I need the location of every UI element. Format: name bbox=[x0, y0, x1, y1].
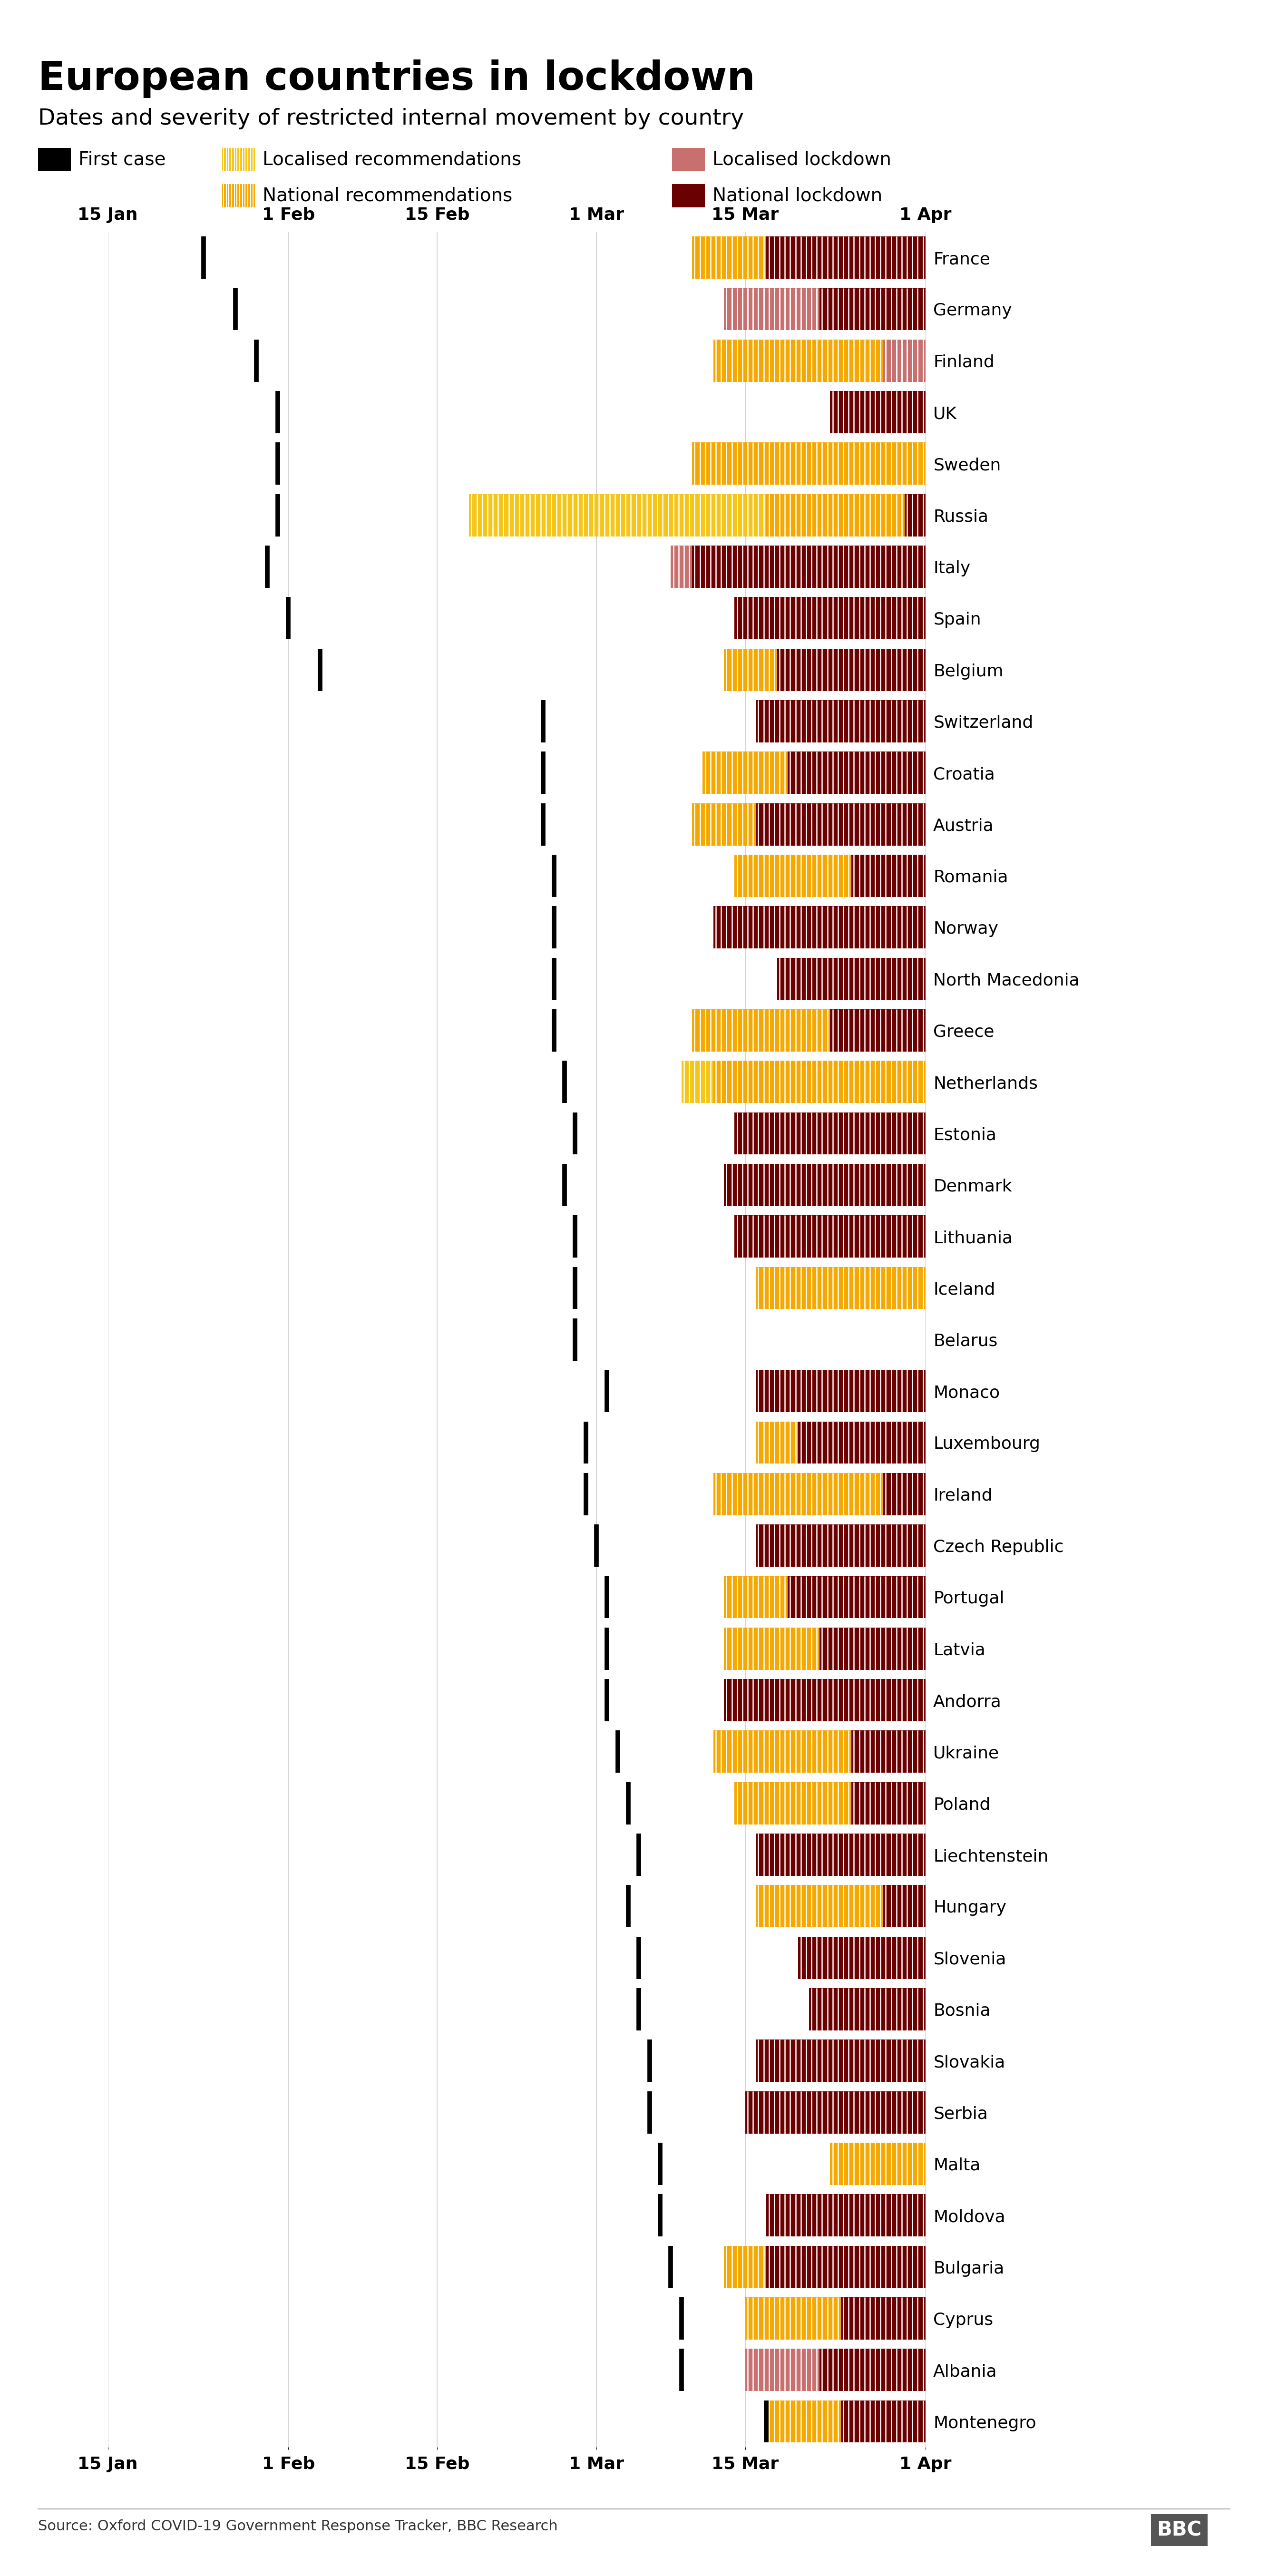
Bar bbox=[766, 237, 926, 278]
Bar bbox=[851, 1731, 926, 1772]
Bar bbox=[798, 1937, 926, 1978]
Bar bbox=[713, 1061, 926, 1103]
Bar bbox=[724, 289, 819, 330]
Bar bbox=[702, 752, 787, 793]
Bar bbox=[692, 443, 926, 484]
Bar bbox=[692, 1010, 831, 1051]
Bar bbox=[724, 2246, 766, 2287]
Bar bbox=[787, 1577, 926, 1618]
Text: National recommendations: National recommendations bbox=[262, 185, 512, 206]
Bar bbox=[798, 1422, 926, 1463]
Bar bbox=[692, 546, 926, 587]
Bar bbox=[746, 2092, 926, 2133]
Bar bbox=[724, 649, 777, 690]
Bar bbox=[766, 2401, 841, 2442]
Text: Localised lockdown: Localised lockdown bbox=[713, 149, 891, 170]
Bar bbox=[766, 2246, 926, 2287]
Bar bbox=[756, 1525, 926, 1566]
Bar bbox=[756, 1370, 926, 1412]
Bar bbox=[756, 1422, 798, 1463]
Bar bbox=[851, 855, 926, 896]
Bar bbox=[787, 752, 926, 793]
Bar bbox=[734, 855, 851, 896]
Bar bbox=[809, 1989, 926, 2030]
Bar bbox=[724, 289, 819, 330]
Bar bbox=[692, 804, 756, 845]
Bar bbox=[819, 289, 926, 330]
Bar bbox=[746, 2349, 819, 2391]
Bar bbox=[692, 237, 766, 278]
Bar bbox=[777, 649, 926, 690]
Bar bbox=[756, 2040, 926, 2081]
Bar bbox=[734, 1783, 851, 1824]
Text: BBC: BBC bbox=[1156, 2519, 1202, 2540]
Bar bbox=[724, 1577, 787, 1618]
Bar bbox=[713, 907, 926, 948]
Bar bbox=[746, 2298, 841, 2339]
Bar bbox=[831, 1010, 926, 1051]
Bar bbox=[724, 1164, 926, 1206]
Bar bbox=[819, 2349, 926, 2391]
Text: European countries in lockdown: European countries in lockdown bbox=[38, 59, 756, 98]
Bar bbox=[831, 2143, 926, 2184]
Bar bbox=[883, 340, 926, 381]
Text: National lockdown: National lockdown bbox=[713, 185, 883, 206]
Bar bbox=[734, 1216, 926, 1257]
Bar bbox=[756, 701, 926, 742]
Bar bbox=[819, 1628, 926, 1669]
Bar bbox=[883, 1473, 926, 1515]
Bar bbox=[756, 1267, 926, 1309]
Bar bbox=[777, 958, 926, 999]
Bar bbox=[756, 804, 926, 845]
Bar bbox=[841, 2401, 926, 2442]
Bar bbox=[766, 2195, 926, 2236]
Text: First case: First case bbox=[79, 149, 166, 170]
Text: Localised recommendations: Localised recommendations bbox=[262, 149, 521, 170]
Bar bbox=[756, 1886, 883, 1927]
Bar bbox=[851, 1783, 926, 1824]
Bar bbox=[883, 1886, 926, 1927]
Bar bbox=[724, 1680, 926, 1721]
Bar bbox=[904, 495, 926, 536]
Bar bbox=[713, 1473, 883, 1515]
Bar bbox=[734, 598, 926, 639]
Bar bbox=[756, 1834, 926, 1875]
Bar bbox=[766, 495, 904, 536]
Bar bbox=[713, 1731, 851, 1772]
Bar bbox=[831, 392, 926, 433]
Bar bbox=[841, 2298, 926, 2339]
Bar bbox=[734, 1113, 926, 1154]
Bar bbox=[681, 1061, 713, 1103]
Bar bbox=[724, 1628, 819, 1669]
Bar bbox=[469, 495, 766, 536]
Bar bbox=[713, 340, 926, 381]
Text: Source: Oxford COVID-19 Government Response Tracker, BBC Research: Source: Oxford COVID-19 Government Respo… bbox=[38, 2519, 558, 2532]
Text: Dates and severity of restricted internal movement by country: Dates and severity of restricted interna… bbox=[38, 108, 744, 129]
Bar bbox=[671, 546, 692, 587]
